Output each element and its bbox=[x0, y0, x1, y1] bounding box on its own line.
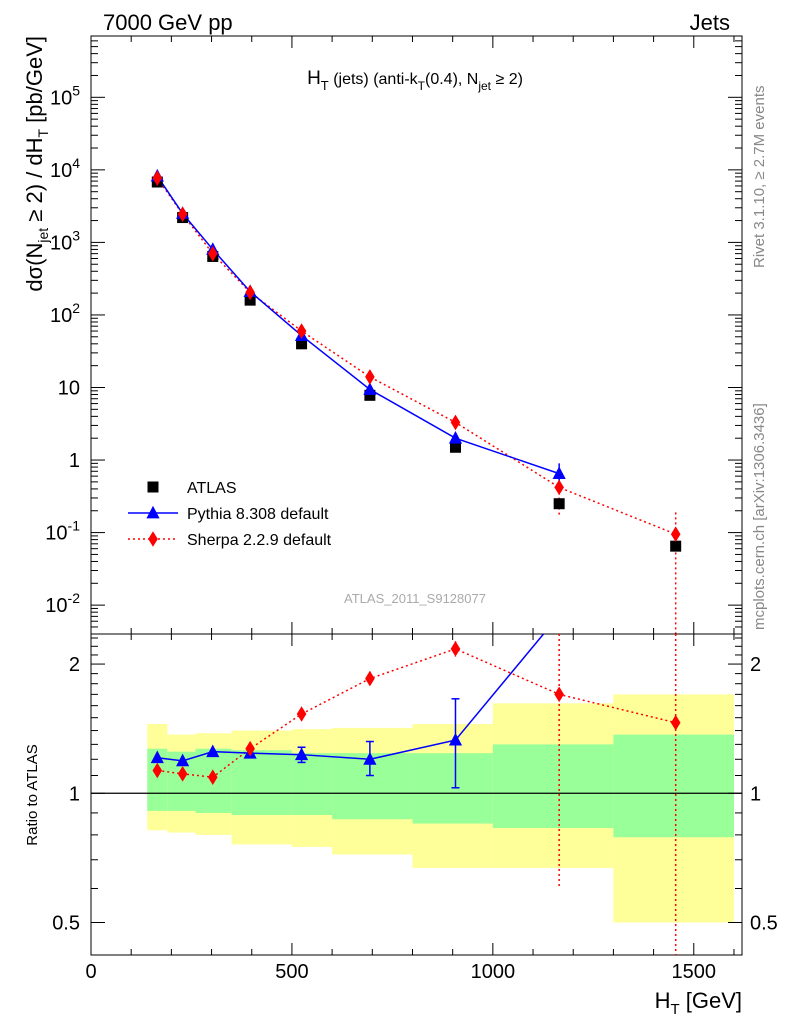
sherpa-point bbox=[245, 284, 255, 301]
ratio-sherpa-point bbox=[450, 641, 461, 657]
ratio-sherpa-point bbox=[365, 670, 375, 687]
y-tick-label: 10-2 bbox=[45, 590, 80, 617]
y-tick-label: 102 bbox=[50, 300, 80, 327]
ratio-sherpa-point bbox=[296, 706, 307, 722]
legend-sherpa-marker bbox=[148, 531, 158, 547]
x-tick-label: 1500 bbox=[672, 961, 717, 983]
ratio-frame bbox=[90, 633, 743, 956]
ratio-bands bbox=[147, 694, 734, 923]
side-label-top: Rivet 3.1.10, ≥ 2.7M events bbox=[751, 86, 768, 269]
ratio-sherpa-point bbox=[177, 766, 188, 782]
sherpa-point bbox=[554, 479, 564, 496]
ratio-y-tick-label-right: 0.5 bbox=[750, 912, 778, 934]
legend-label: Sherpa 2.2.9 default bbox=[187, 532, 332, 549]
ratio-pythia-point bbox=[176, 753, 190, 767]
atlas-point bbox=[364, 389, 376, 401]
x-tick-label: 500 bbox=[275, 961, 308, 983]
legend-atlas-marker bbox=[147, 481, 159, 493]
sherpa-point bbox=[296, 323, 307, 339]
ratio-band-inner bbox=[147, 748, 168, 811]
atlas-point bbox=[244, 294, 256, 306]
legend-pythia-marker bbox=[146, 505, 160, 519]
sherpa-point bbox=[450, 414, 461, 431]
ratio-y-tick-label-right: 1 bbox=[750, 783, 761, 805]
sherpa-point bbox=[670, 526, 681, 543]
x-tick-label: 0 bbox=[85, 961, 96, 983]
ratio-sherpa-point bbox=[207, 769, 218, 786]
sherpa-point bbox=[177, 206, 188, 222]
y-tick-label: 10-1 bbox=[45, 518, 80, 545]
pythia-line bbox=[156, 175, 560, 475]
ratio-pythia-point bbox=[294, 747, 309, 761]
side-label-bottom: mcplots.cern.ch [arXiv:1306.3436] bbox=[751, 403, 768, 630]
ratio-y-tick-label-left: 2 bbox=[69, 654, 80, 676]
ratio-sherpa-point bbox=[670, 714, 681, 731]
atlas-point bbox=[553, 498, 565, 510]
header-right: Jets bbox=[690, 10, 730, 35]
atlas-point bbox=[296, 338, 308, 350]
main-data bbox=[150, 168, 682, 634]
y-tick-label: 103 bbox=[50, 227, 80, 254]
ratio-sherpa-point bbox=[152, 762, 163, 779]
ratio-pythia-line bbox=[157, 634, 545, 762]
y-tick-label: 105 bbox=[50, 82, 80, 109]
ratio-pythia-point bbox=[150, 750, 164, 764]
ratio-y-tick-label-left: 1 bbox=[69, 783, 80, 805]
ratio-band-inner bbox=[492, 744, 614, 829]
ratio-sherpa-line bbox=[157, 648, 676, 778]
sherpa-point bbox=[207, 245, 218, 262]
ratio-pythia-point bbox=[448, 732, 463, 746]
header-left: 7000 GeV pp bbox=[103, 10, 233, 35]
x-tick-label: 1000 bbox=[471, 961, 516, 983]
ratio-y-tick-label-right: 2 bbox=[750, 654, 761, 676]
pythia-point bbox=[552, 466, 566, 480]
legend-label: ATLAS bbox=[187, 480, 237, 497]
analysis-watermark: ATLAS_2011_S9128077 bbox=[344, 591, 486, 606]
ratio-y-axis-label: Ratio to ATLAS bbox=[24, 744, 41, 845]
pythia-point bbox=[448, 431, 463, 444]
atlas-point bbox=[670, 540, 682, 552]
ratio-data bbox=[150, 634, 681, 955]
ratio-pythia-point bbox=[206, 744, 220, 758]
ratio-pythia-point bbox=[363, 752, 377, 765]
ratio-panel: 0 500 1000 1500 HT [GeV] 0.5 0.5 1 1 2 2 Ratio to A… bbox=[24, 633, 778, 1018]
ratio-band-inner bbox=[613, 734, 734, 838]
pythia-point bbox=[363, 382, 377, 395]
ratio-sherpa-point bbox=[554, 686, 564, 703]
legend-label: Pythia 8.308 default bbox=[187, 506, 329, 523]
sherpa-point bbox=[152, 170, 163, 186]
legend: ATLAS Pythia 8.308 default Sherpa 2.2.9 de… bbox=[128, 480, 332, 549]
atlas-point bbox=[449, 441, 461, 453]
ratio-band-inner bbox=[231, 750, 292, 816]
y-axis-label: dσ(Njet ≥ 2) / dHT [pb/GeV] bbox=[22, 36, 51, 292]
y-tick-label: 10 bbox=[58, 377, 80, 399]
y-tick-label: 104 bbox=[50, 155, 80, 182]
ratio-sherpa-point bbox=[245, 740, 255, 757]
x-axis-label: HT [GeV] bbox=[655, 988, 742, 1018]
chart-title: HT (jets) (anti-kT(0.4), Njet ≥ 2) bbox=[307, 68, 523, 93]
sherpa-point bbox=[365, 369, 375, 385]
y-tick-label: 1 bbox=[69, 450, 80, 472]
ratio-y-tick-label-left: 0.5 bbox=[52, 912, 80, 934]
ratio-band-inner bbox=[291, 753, 333, 816]
